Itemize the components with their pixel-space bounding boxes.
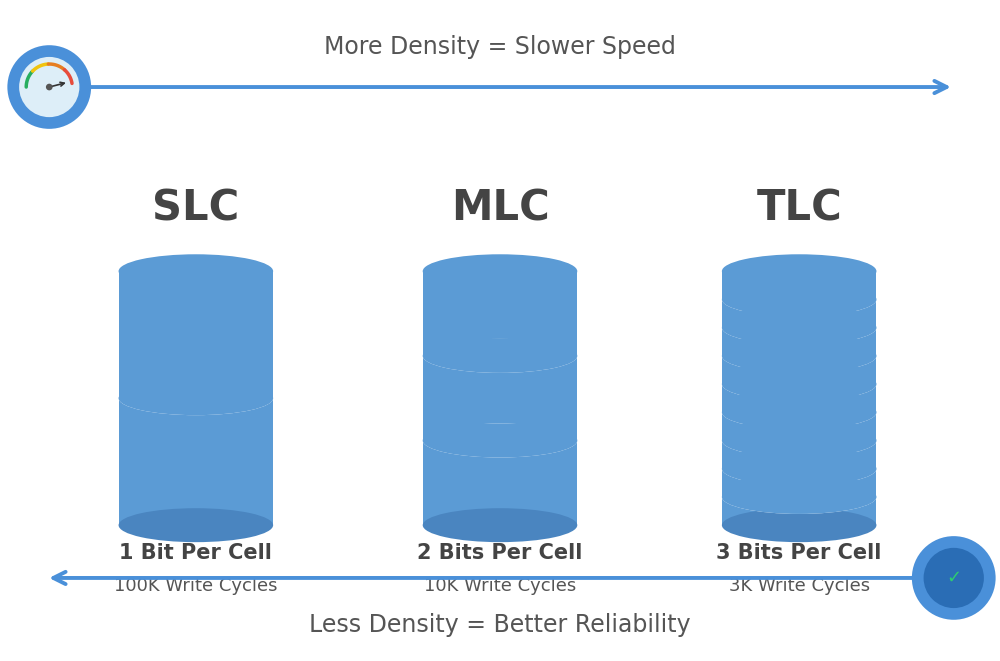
Bar — [423, 271, 577, 525]
Bar — [119, 271, 273, 525]
Bar — [722, 424, 876, 440]
Bar — [722, 282, 876, 299]
Ellipse shape — [722, 395, 876, 429]
Ellipse shape — [119, 508, 273, 542]
Text: 2 Bits Per Cell: 2 Bits Per Cell — [417, 543, 583, 563]
Ellipse shape — [722, 339, 876, 373]
Circle shape — [924, 548, 984, 608]
Ellipse shape — [423, 339, 577, 373]
Bar — [722, 451, 876, 469]
Circle shape — [7, 45, 91, 129]
Ellipse shape — [423, 508, 577, 542]
Ellipse shape — [119, 381, 273, 415]
Text: TLC: TLC — [756, 188, 842, 229]
Bar — [423, 339, 577, 356]
Text: MLC: MLC — [451, 188, 549, 229]
Text: 10K Write Cycles: 10K Write Cycles — [424, 577, 576, 595]
Ellipse shape — [722, 424, 876, 457]
Ellipse shape — [722, 395, 876, 429]
Ellipse shape — [119, 381, 273, 415]
Text: 1 Bit Per Cell: 1 Bit Per Cell — [119, 543, 272, 563]
Text: 3 Bits Per Cell: 3 Bits Per Cell — [716, 543, 882, 563]
Ellipse shape — [722, 282, 876, 317]
Text: ✓: ✓ — [946, 569, 961, 587]
Ellipse shape — [722, 451, 876, 486]
Ellipse shape — [423, 254, 577, 288]
Ellipse shape — [722, 424, 876, 457]
Ellipse shape — [722, 367, 876, 401]
Ellipse shape — [722, 311, 876, 344]
Ellipse shape — [722, 367, 876, 401]
Bar — [423, 424, 577, 440]
Ellipse shape — [423, 424, 577, 457]
Bar — [722, 339, 876, 356]
Ellipse shape — [722, 282, 876, 317]
Ellipse shape — [722, 339, 876, 373]
Text: SLC: SLC — [152, 188, 239, 229]
Bar — [722, 271, 876, 525]
Ellipse shape — [722, 451, 876, 486]
Circle shape — [19, 57, 79, 117]
Circle shape — [46, 84, 53, 91]
Circle shape — [912, 536, 996, 620]
Ellipse shape — [423, 339, 577, 373]
Bar — [119, 381, 273, 398]
Ellipse shape — [722, 480, 876, 514]
Ellipse shape — [722, 508, 876, 542]
Ellipse shape — [722, 480, 876, 514]
Text: Less Density = Better Reliability: Less Density = Better Reliability — [309, 613, 691, 637]
Text: More Density = Slower Speed: More Density = Slower Speed — [324, 35, 676, 59]
Bar — [722, 311, 876, 328]
Ellipse shape — [722, 254, 876, 288]
Ellipse shape — [119, 254, 273, 288]
Ellipse shape — [423, 424, 577, 457]
Text: 3K Write Cycles: 3K Write Cycles — [729, 577, 870, 595]
Text: 100K Write Cycles: 100K Write Cycles — [114, 577, 278, 595]
Ellipse shape — [722, 311, 876, 344]
Bar — [722, 367, 876, 384]
Bar — [722, 480, 876, 497]
Bar — [722, 395, 876, 412]
